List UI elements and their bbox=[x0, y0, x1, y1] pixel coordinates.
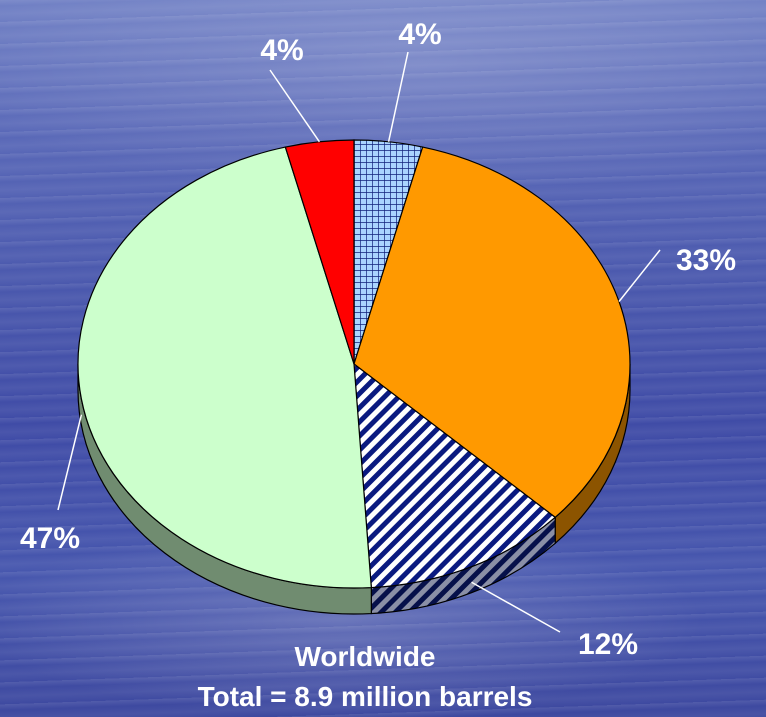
caption-total: Total = 8.9 million barrels bbox=[197, 681, 533, 712]
leader-line-4 bbox=[269, 69, 321, 143]
slice-label-2: 12% bbox=[578, 628, 638, 661]
slice-3 bbox=[77, 146, 372, 589]
caption-worldwide: Worldwide bbox=[294, 641, 436, 672]
slice-2 bbox=[353, 362, 557, 589]
leader-line-3 bbox=[57, 414, 83, 511]
pie-labels: 4% 33% 12% 47% 4% bbox=[20, 18, 736, 661]
leader-line-1 bbox=[618, 249, 661, 302]
pie-tops bbox=[77, 139, 631, 589]
slice-label-4: 4% bbox=[260, 34, 303, 67]
leader-line-0 bbox=[387, 51, 409, 142]
slice-label-3: 47% bbox=[20, 522, 80, 555]
slice-label-0: 4% bbox=[398, 18, 441, 51]
slice-label-1: 33% bbox=[676, 244, 736, 277]
leader-lines bbox=[57, 51, 661, 633]
leader-line-2 bbox=[471, 581, 561, 633]
